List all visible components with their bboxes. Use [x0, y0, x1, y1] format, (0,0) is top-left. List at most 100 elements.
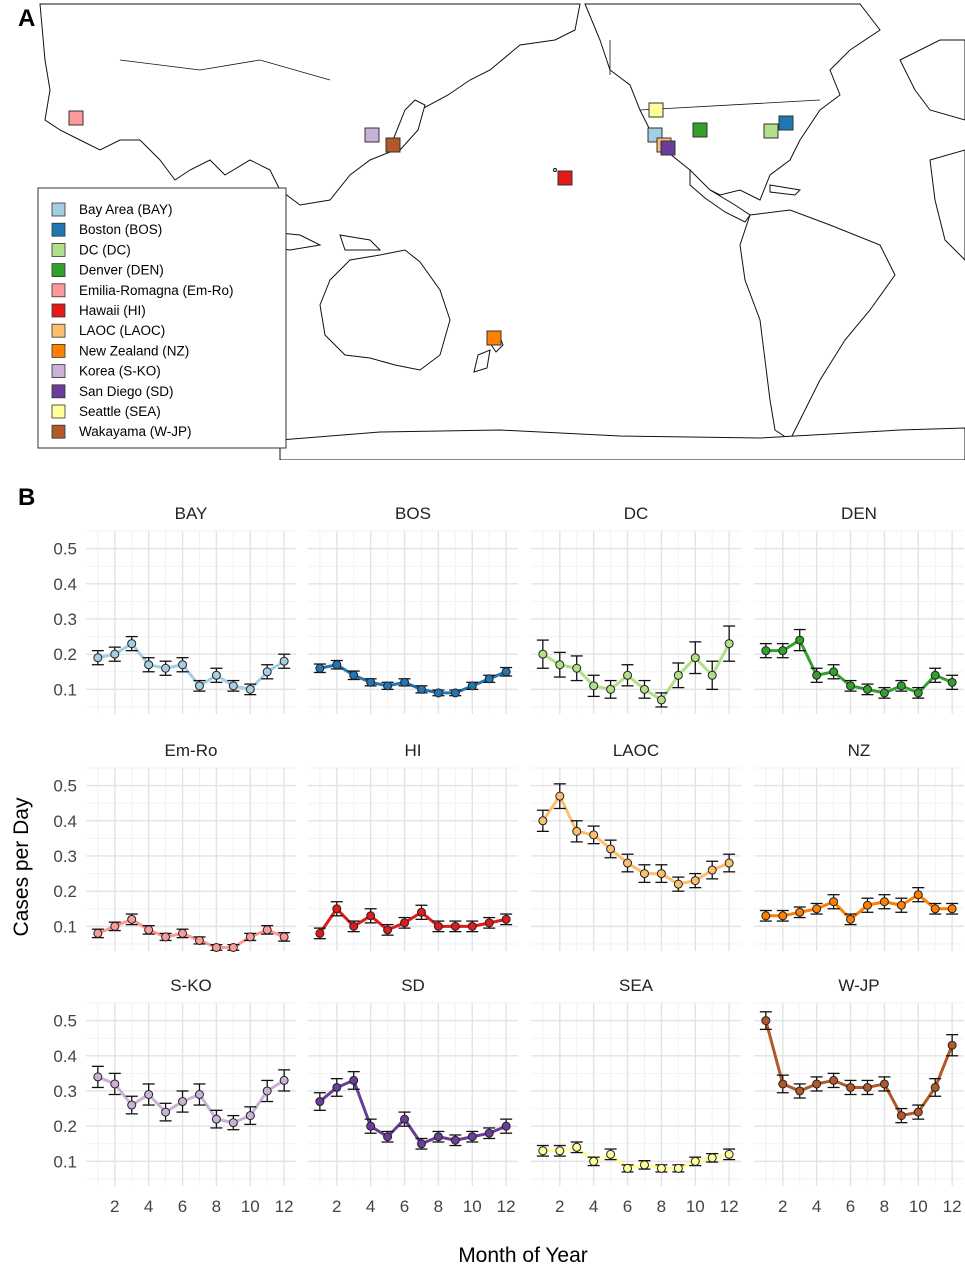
legend-swatch: [51, 424, 66, 439]
data-point: [501, 914, 511, 924]
legend-swatch: [51, 384, 66, 399]
x-tick-label: 12: [275, 1197, 294, 1216]
facet-S-KO: S-KO 0.1 0.2 0.3 0.4 0.5 2 4 6 8 10 12: [53, 976, 296, 1216]
data-point: [795, 1086, 805, 1096]
facet-title: LAOC: [613, 741, 659, 760]
x-tick-label: 8: [212, 1197, 221, 1216]
data-point: [896, 1111, 906, 1121]
data-point: [896, 900, 906, 910]
data-point: [349, 670, 359, 680]
data-point: [450, 1135, 460, 1145]
y-tick-label: 0.3: [53, 610, 77, 629]
data-point: [484, 918, 494, 928]
legend-swatch: [51, 202, 66, 217]
data-point: [110, 1079, 120, 1089]
data-point: [913, 1107, 923, 1117]
facet-title: BOS: [395, 504, 431, 523]
legend-label: Emilia-Romagna (Em-Ro): [79, 283, 234, 298]
data-point: [450, 688, 460, 698]
y-tick-label: 0.4: [53, 575, 77, 594]
data-point: [178, 660, 188, 670]
legend-swatch: [51, 323, 66, 338]
data-point: [896, 681, 906, 691]
data-point: [501, 1121, 511, 1131]
data-point: [228, 681, 238, 691]
facet-BAY: BAY 0.1 0.2 0.3 0.4 0.5: [53, 504, 296, 714]
x-tick-label: 4: [366, 1197, 375, 1216]
data-point: [315, 663, 325, 673]
legend-label: San Diego (SD): [79, 384, 174, 399]
data-point: [812, 670, 822, 680]
data-point: [416, 907, 426, 917]
data-point: [538, 649, 548, 659]
data-point: [194, 681, 204, 691]
facet-title: SEA: [619, 976, 654, 995]
data-point: [315, 928, 325, 938]
y-tick-label: 0.2: [53, 1117, 77, 1136]
data-point: [930, 904, 940, 914]
data-point: [467, 681, 477, 691]
data-point: [211, 942, 221, 952]
data-point: [862, 900, 872, 910]
data-point: [862, 1082, 872, 1092]
y-tick-label: 0.2: [53, 882, 77, 901]
data-point: [93, 653, 103, 663]
antarctica-edge: [279, 427, 965, 460]
x-tick-label: 2: [555, 1197, 564, 1216]
data-point: [639, 869, 649, 879]
central-america: [689, 168, 751, 223]
facet-NZ: NZ: [754, 741, 964, 951]
data-point: [606, 844, 616, 854]
facet-title: DC: [624, 504, 649, 523]
x-tick-label: 4: [589, 1197, 598, 1216]
data-point: [947, 904, 957, 914]
data-point: [262, 667, 272, 677]
y-tick-label: 0.3: [53, 1082, 77, 1101]
facet-title: S-KO: [170, 976, 212, 995]
data-point: [332, 660, 342, 670]
facet-SEA: SEA 2 4 6 8 10 12: [531, 976, 741, 1216]
australia-landmass: [319, 249, 451, 371]
map-marker-2: [763, 123, 779, 139]
data-point: [690, 653, 700, 663]
data-point: [127, 639, 137, 649]
y-tick-label: 0.4: [53, 1047, 77, 1066]
data-point: [144, 1090, 154, 1099]
data-point: [93, 1072, 103, 1082]
legend-swatch: [51, 364, 66, 379]
data-point: [555, 1146, 565, 1156]
data-point: [690, 876, 700, 886]
data-point: [383, 681, 393, 691]
facet-title: SD: [401, 976, 425, 995]
data-point: [761, 1016, 771, 1026]
data-point: [400, 1114, 410, 1124]
north-america-landmass: [584, 3, 881, 201]
south-america-landmass: [739, 209, 896, 441]
x-tick-label: 8: [657, 1197, 666, 1216]
y-axis-title: Cases per Day: [10, 797, 33, 936]
y-tick-label: 0.1: [53, 680, 77, 699]
data-point: [144, 925, 154, 935]
y-tick-label: 0.5: [53, 1012, 77, 1031]
facet-DC: DC: [531, 504, 741, 714]
legend-label: LAOC (LAOC): [79, 323, 165, 338]
legend-swatch: [51, 283, 66, 298]
facet-grid: BAY 0.1 0.2 0.3 0.4 0.5 BOS DC DEN Em-Ro 0.1 0.2 0.3…: [53, 504, 964, 1216]
data-point: [879, 897, 889, 907]
x-tick-label: 8: [880, 1197, 889, 1216]
data-point: [606, 1149, 616, 1159]
legend-label: Denver (DEN): [79, 263, 164, 278]
map-marker-4: [68, 110, 84, 126]
data-point: [829, 897, 839, 907]
data-point: [433, 1132, 443, 1142]
map-marker-3: [692, 122, 708, 138]
data-point: [366, 1121, 376, 1131]
x-tick-label: 8: [434, 1197, 443, 1216]
legend-swatch: [51, 263, 66, 278]
data-point: [778, 911, 788, 921]
legend-swatch: [51, 222, 66, 237]
data-point: [812, 1079, 822, 1089]
y-tick-label: 0.5: [53, 540, 77, 559]
data-point: [194, 1090, 204, 1099]
